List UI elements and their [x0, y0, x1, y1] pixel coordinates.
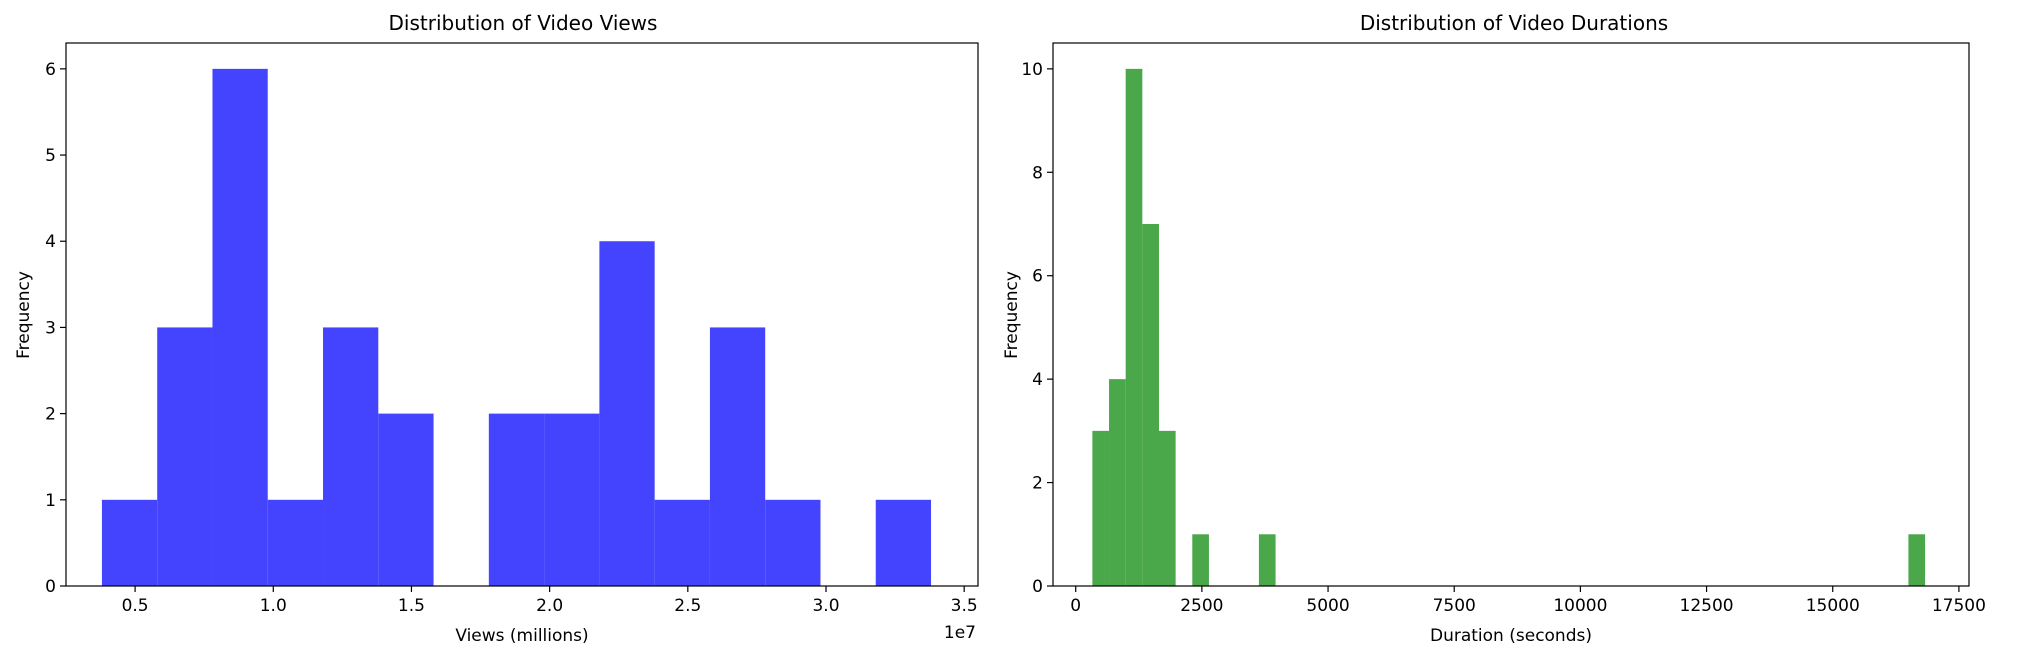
y-tick-label: 5 — [45, 146, 56, 166]
y-tick-label: 1 — [45, 491, 56, 511]
histogram-bar — [709, 327, 766, 586]
x-tick-label: 10000 — [1553, 596, 1607, 616]
histogram-bar — [267, 499, 324, 586]
x-tick-label: 1.0 — [260, 596, 287, 616]
x-offset-label: 1e7 — [944, 623, 976, 643]
histogram-bar — [1908, 534, 1926, 586]
y-tick-label: 2 — [1032, 474, 1043, 494]
y-axis-label: Frequency — [1002, 271, 1022, 359]
y-ticks: 0 2 4 6 8 10 — [1021, 60, 1053, 597]
x-tick-label: 17500 — [1932, 596, 1986, 616]
x-tick-label: 3.5 — [951, 596, 978, 616]
chart-title: Distribution of Video Views — [389, 11, 658, 35]
x-tick-label: 3.0 — [812, 596, 839, 616]
views-histogram-chart: Distribution of Video Views 0.5 1.0 1.5 2.0… — [14, 11, 979, 646]
y-tick-label: 4 — [45, 232, 56, 252]
histogram-bar — [654, 499, 710, 586]
x-axis-label: Views (millions) — [455, 626, 588, 646]
x-tick-label: 12500 — [1680, 596, 1734, 616]
histogram-bar — [765, 499, 821, 586]
y-axis-label: Frequency — [14, 271, 34, 359]
x-tick-label: 15000 — [1806, 596, 1860, 616]
plot-area-frame — [1052, 42, 1970, 587]
x-axis-label: Duration (seconds) — [1430, 626, 1592, 646]
x-tick-label: 2500 — [1180, 596, 1223, 616]
x-ticks: 0.5 1.0 1.5 2.0 2.5 3.0 3.5 — [122, 586, 978, 616]
y-tick-label: 10 — [1021, 60, 1043, 80]
durations-histogram-chart: Distribution of Video Durations 0 2500 500… — [1002, 11, 1986, 646]
histogram-bar — [544, 413, 600, 586]
x-tick-label: 0 — [1070, 596, 1081, 616]
x-tick-label: 2.5 — [674, 596, 701, 616]
y-tick-label: 0 — [45, 577, 56, 597]
histogram-bar — [1192, 534, 1209, 586]
y-ticks: 0 1 2 3 4 5 6 — [45, 60, 66, 597]
histogram-bar — [1092, 430, 1110, 586]
x-tick-label: 2.0 — [536, 596, 563, 616]
histogram-bar — [1125, 68, 1143, 587]
bars-group — [1092, 68, 1926, 587]
plot-area-frame — [65, 42, 979, 587]
y-tick-label: 6 — [45, 60, 56, 80]
x-tick-label: 7500 — [1433, 596, 1476, 616]
histogram-bar — [488, 413, 545, 586]
y-tick-label: 6 — [1032, 267, 1043, 287]
histogram-bar — [1158, 430, 1176, 586]
histogram-bar — [1142, 224, 1159, 586]
x-ticks: 0 2500 5000 7500 10000 12500 15000 17500 — [1070, 586, 1986, 616]
histogram-bar — [1109, 379, 1126, 586]
x-tick-label: 0.5 — [122, 596, 149, 616]
y-tick-label: 0 — [1032, 577, 1043, 597]
histogram-bar — [875, 499, 932, 586]
y-tick-label: 4 — [1032, 370, 1043, 390]
x-tick-label: 5000 — [1306, 596, 1349, 616]
histogram-bar — [1258, 534, 1276, 586]
histogram-bar — [599, 241, 655, 586]
histogram-bar — [212, 68, 268, 587]
histogram-bar — [157, 327, 213, 586]
histogram-bar — [323, 327, 379, 586]
chart-title: Distribution of Video Durations — [1360, 11, 1668, 35]
histogram-bar — [101, 499, 158, 586]
y-tick-label: 8 — [1032, 163, 1043, 183]
histogram-bar — [378, 413, 434, 586]
bars-group — [101, 68, 932, 587]
x-tick-label: 1.5 — [398, 596, 425, 616]
y-tick-label: 2 — [45, 405, 56, 425]
y-tick-label: 3 — [45, 318, 56, 338]
